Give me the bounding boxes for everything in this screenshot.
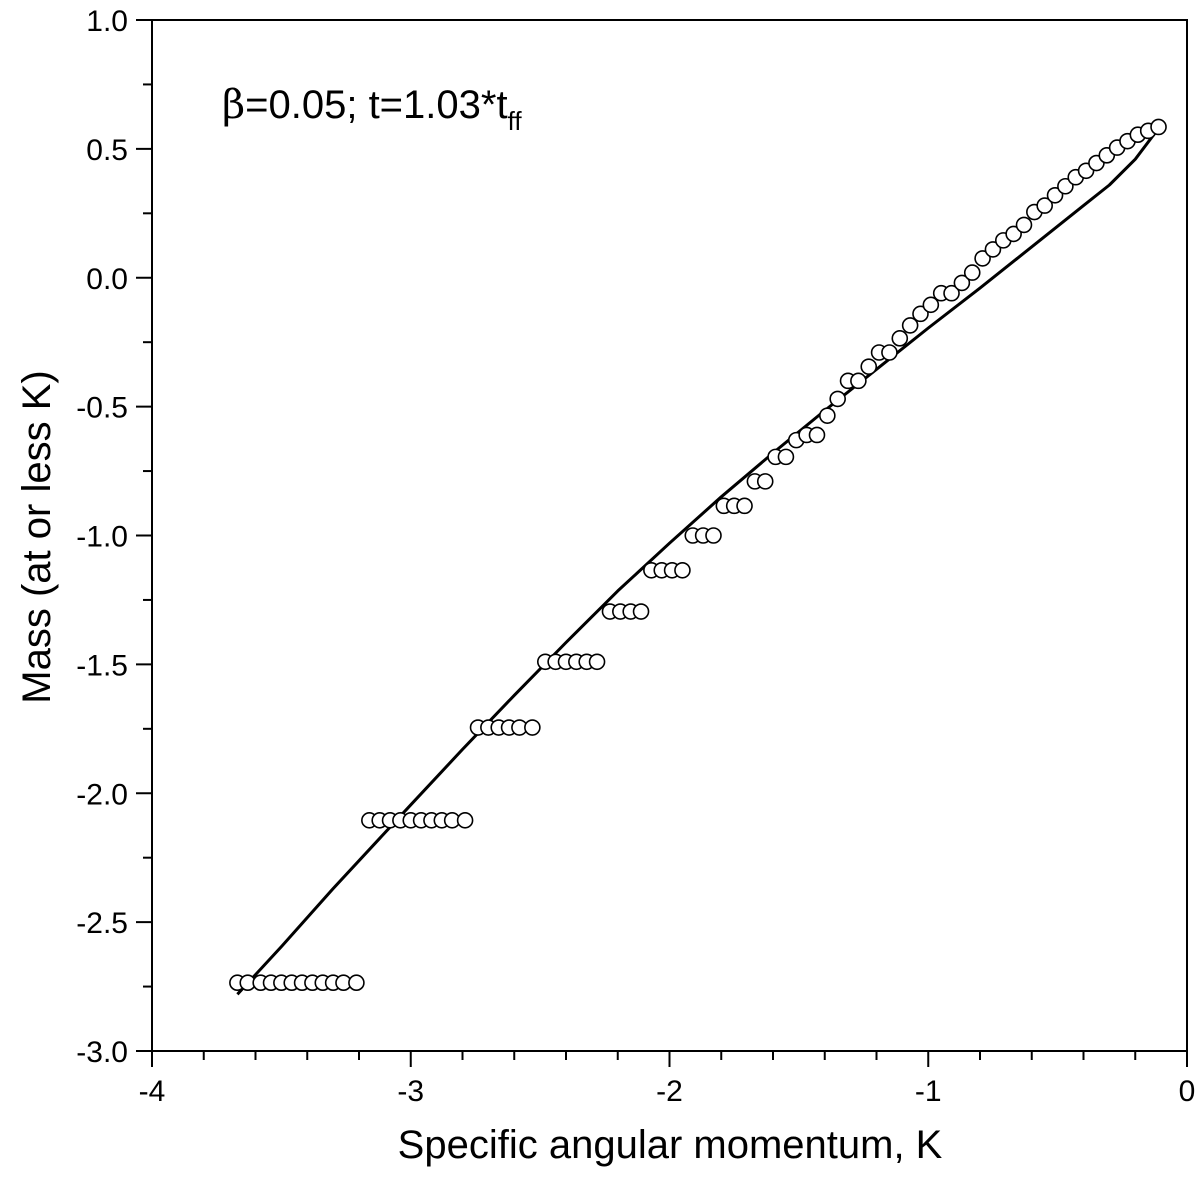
- data-point: [953, 274, 971, 292]
- data-point: [984, 241, 1002, 258]
- x-tick-label: 0: [1179, 1075, 1196, 1108]
- x-tick-label: -2: [656, 1075, 683, 1108]
- data-point: [756, 473, 774, 490]
- data-point: [524, 719, 541, 736]
- data-point: [674, 561, 691, 579]
- y-tick-label: -0.5: [76, 392, 128, 425]
- data-point: [808, 426, 826, 444]
- y-tick-label: -1.5: [76, 649, 128, 682]
- data-point: [850, 372, 867, 390]
- data-point: [819, 407, 836, 424]
- y-tick-label: -2.5: [76, 907, 128, 940]
- data-point: [1005, 225, 1022, 243]
- data-point: [1046, 186, 1064, 204]
- data-point: [922, 296, 940, 314]
- data-point: [860, 358, 878, 375]
- data-point: [588, 653, 606, 671]
- data-point: [348, 974, 365, 991]
- data-point: [1015, 216, 1033, 234]
- y-tick-label: 0.0: [86, 263, 128, 296]
- annotation-main: =0.05; t=1.03*t: [245, 83, 507, 127]
- y-axis-title: Mass (at or less K): [15, 370, 59, 703]
- data-point: [912, 305, 929, 323]
- fit-line: [236, 127, 1160, 996]
- x-tick-label: -3: [397, 1075, 424, 1108]
- data-point: [901, 317, 919, 334]
- data-point: [963, 264, 981, 281]
- data-point: [632, 603, 650, 620]
- plot-frame: [151, 19, 1188, 1052]
- data-point: [829, 390, 846, 408]
- y-tick-label: 1.0: [86, 5, 128, 38]
- data-point: [736, 497, 753, 515]
- data-point: [1036, 197, 1053, 214]
- x-tick-label: -4: [139, 1075, 166, 1108]
- y-tick-label: 0.5: [86, 134, 128, 167]
- data-point: [1057, 177, 1074, 195]
- data-point: [705, 527, 722, 544]
- data-point: [456, 812, 474, 829]
- y-tick-label: -2.0: [76, 778, 128, 811]
- data-point: [1150, 118, 1167, 136]
- data-point: [777, 448, 795, 466]
- y-tick-label: -3.0: [76, 1036, 128, 1069]
- annotation-subscript: ff: [508, 106, 523, 136]
- data-point: [881, 344, 898, 361]
- data-point: [943, 284, 960, 302]
- x-tick-label: -1: [915, 1075, 942, 1108]
- y-tick-label: -1.0: [76, 521, 128, 554]
- x-axis-title: Specific angular momentum, K: [398, 1123, 943, 1167]
- annotation-greek: β: [222, 82, 245, 128]
- chart-annotation: β=0.05; t=1.03*tff: [222, 82, 522, 136]
- data-point: [974, 250, 991, 267]
- data-point: [891, 330, 909, 347]
